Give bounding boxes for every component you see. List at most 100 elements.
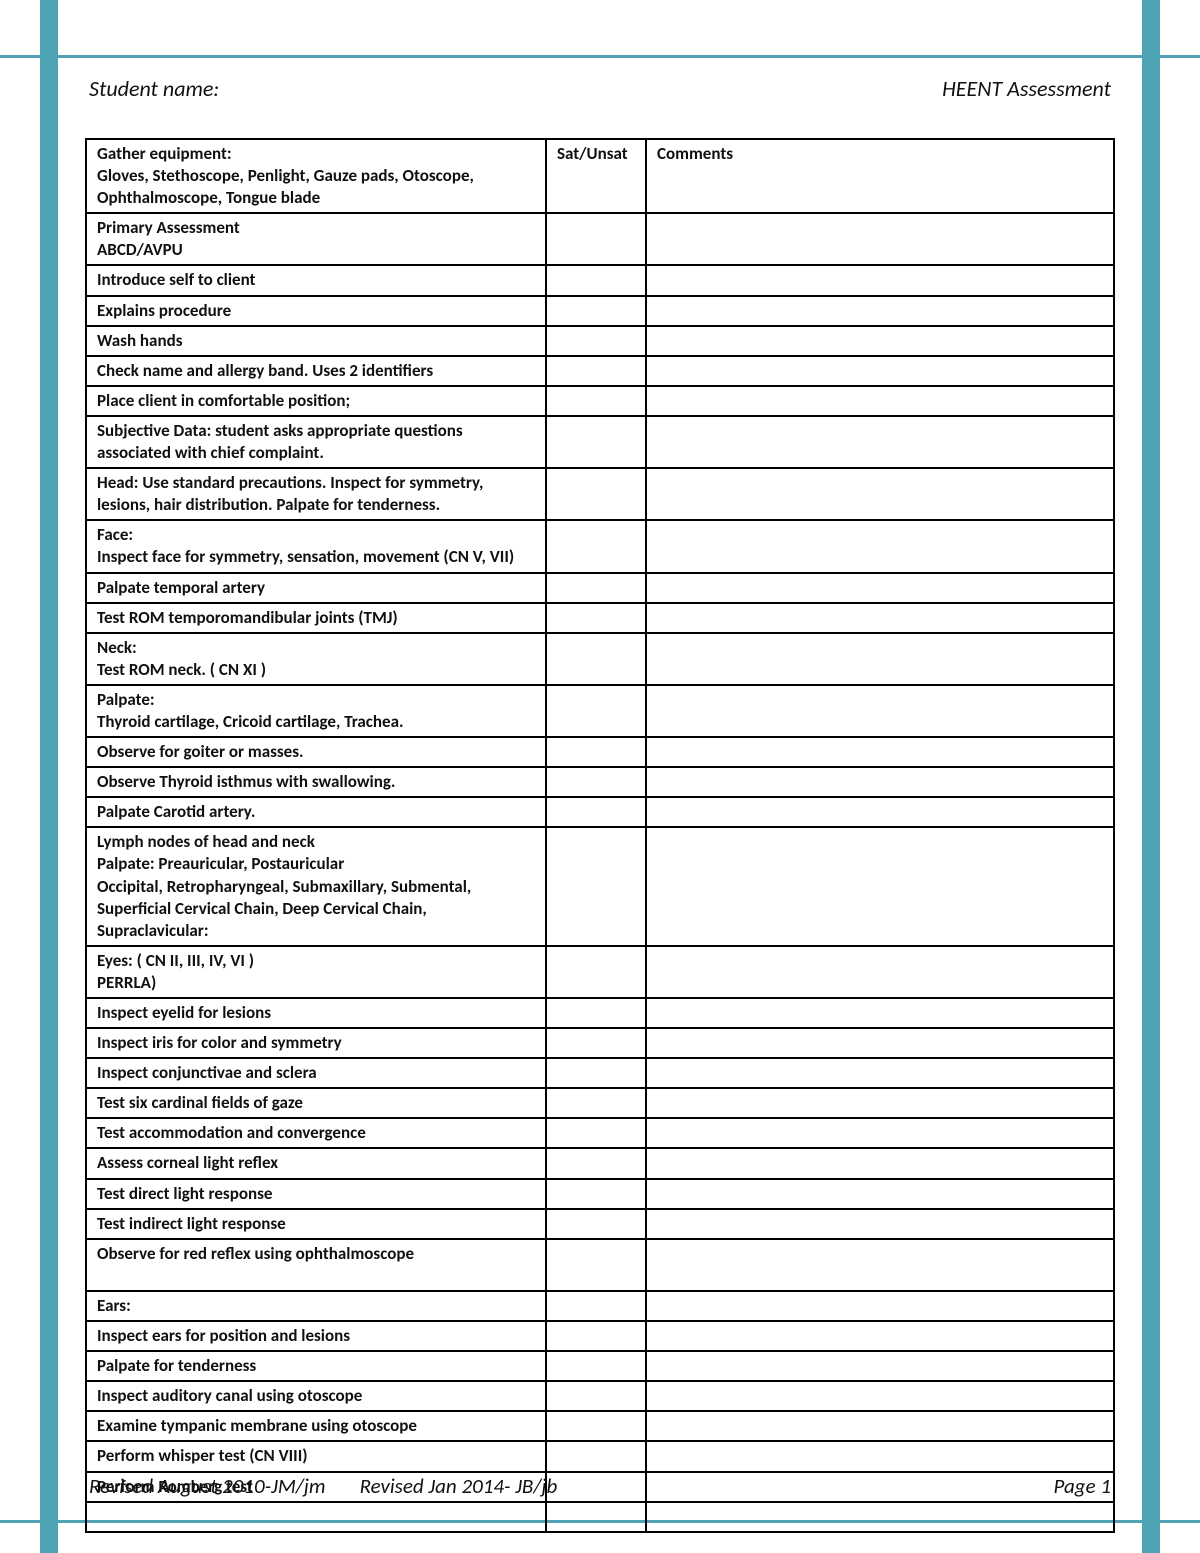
comments-cell[interactable] [646, 1502, 1114, 1532]
table-row: Check name and allergy band. Uses 2 iden… [86, 356, 1114, 386]
table-row: Test accommodation and convergence [86, 1118, 1114, 1148]
sat-unsat-cell[interactable] [546, 326, 646, 356]
item-cell: Wash hands [86, 326, 546, 356]
sat-unsat-cell[interactable] [546, 797, 646, 827]
item-cell: Test indirect light response [86, 1209, 546, 1239]
sat-unsat-cell[interactable] [546, 603, 646, 633]
comments-cell[interactable] [646, 946, 1114, 998]
comments-cell[interactable] [646, 1118, 1114, 1148]
comments-cell[interactable] [646, 767, 1114, 797]
comments-cell[interactable] [646, 416, 1114, 468]
border-bar-left [40, 0, 58, 1553]
item-cell: Inspect iris for color and symmetry [86, 1028, 546, 1058]
comments-cell[interactable] [646, 1028, 1114, 1058]
comments-cell[interactable] [646, 1058, 1114, 1088]
sat-unsat-cell[interactable] [546, 685, 646, 737]
sat-unsat-cell[interactable] [546, 1321, 646, 1351]
comments-cell[interactable] [646, 827, 1114, 945]
comments-cell[interactable] [646, 356, 1114, 386]
checklist-table: Gather equipment:Gloves, Stethoscope, Pe… [85, 138, 1115, 1533]
sat-unsat-cell[interactable] [546, 1058, 646, 1088]
comments-cell[interactable] [646, 603, 1114, 633]
sat-unsat-cell[interactable] [546, 1148, 646, 1178]
sat-unsat-cell[interactable] [546, 386, 646, 416]
comments-cell[interactable] [646, 296, 1114, 326]
table-row: Eyes: ( CN II, III, IV, VI )PERRLA) [86, 946, 1114, 998]
sat-unsat-cell[interactable] [546, 827, 646, 945]
comments-cell[interactable] [646, 1239, 1114, 1291]
sat-unsat-cell[interactable] [546, 1441, 646, 1471]
sat-unsat-cell[interactable] [546, 1088, 646, 1118]
comments-cell[interactable] [646, 1179, 1114, 1209]
item-cell: Observe Thyroid isthmus with swallowing. [86, 767, 546, 797]
comments-cell[interactable] [646, 998, 1114, 1028]
sat-unsat-cell[interactable] [546, 1118, 646, 1148]
item-cell: Neck:Test ROM neck. ( CN XI ) [86, 633, 546, 685]
item-cell: Palpate:Thyroid cartilage, Cricoid carti… [86, 685, 546, 737]
table-header-row: Gather equipment:Gloves, Stethoscope, Pe… [86, 139, 1114, 213]
sat-unsat-cell[interactable] [546, 1209, 646, 1239]
item-cell: Examine tympanic membrane using otoscope [86, 1411, 546, 1441]
sat-unsat-cell[interactable] [546, 633, 646, 685]
comments-cell[interactable] [646, 1411, 1114, 1441]
sat-unsat-cell[interactable] [546, 520, 646, 572]
page-number: Page 1 [1054, 1473, 1111, 1499]
comments-cell[interactable] [646, 573, 1114, 603]
sat-unsat-cell[interactable] [546, 213, 646, 265]
comments-cell[interactable] [646, 468, 1114, 520]
item-cell: Explains procedure [86, 296, 546, 326]
sat-unsat-cell[interactable] [546, 356, 646, 386]
comments-cell[interactable] [646, 265, 1114, 295]
col-header-sat: Sat/Unsat [546, 139, 646, 213]
table-row: Inspect conjunctivae and sclera [86, 1058, 1114, 1088]
page-footer: Revised August 2010-JM/jm Revised Jan 20… [89, 1473, 1111, 1499]
comments-cell[interactable] [646, 737, 1114, 767]
table-row: Test indirect light response [86, 1209, 1114, 1239]
item-cell: Inspect ears for position and lesions [86, 1321, 546, 1351]
sat-unsat-cell[interactable] [546, 416, 646, 468]
revised-1: Revised August 2010-JM/jm [89, 1473, 326, 1499]
sat-unsat-cell[interactable] [546, 1028, 646, 1058]
sat-unsat-cell[interactable] [546, 1381, 646, 1411]
sat-unsat-cell[interactable] [546, 265, 646, 295]
comments-cell[interactable] [646, 386, 1114, 416]
comments-cell[interactable] [646, 213, 1114, 265]
sat-unsat-cell[interactable] [546, 1351, 646, 1381]
sat-unsat-cell[interactable] [546, 1411, 646, 1441]
sat-unsat-cell[interactable] [546, 296, 646, 326]
sat-unsat-cell[interactable] [546, 946, 646, 998]
comments-cell[interactable] [646, 1209, 1114, 1239]
sat-unsat-cell[interactable] [546, 1179, 646, 1209]
sat-unsat-cell[interactable] [546, 1291, 646, 1321]
footer-spacer [557, 1473, 1053, 1499]
table-row: Examine tympanic membrane using otoscope [86, 1411, 1114, 1441]
item-cell: Test direct light response [86, 1179, 546, 1209]
comments-cell[interactable] [646, 326, 1114, 356]
comments-cell[interactable] [646, 1321, 1114, 1351]
sat-unsat-cell[interactable] [546, 468, 646, 520]
table-row: Inspect auditory canal using otoscope [86, 1381, 1114, 1411]
sat-unsat-cell[interactable] [546, 573, 646, 603]
item-cell: Test accommodation and convergence [86, 1118, 546, 1148]
item-cell: Lymph nodes of head and neckPalpate: Pre… [86, 827, 546, 945]
sat-unsat-cell[interactable] [546, 998, 646, 1028]
comments-cell[interactable] [646, 685, 1114, 737]
comments-cell[interactable] [646, 520, 1114, 572]
comments-cell[interactable] [646, 1088, 1114, 1118]
sat-unsat-cell[interactable] [546, 767, 646, 797]
comments-cell[interactable] [646, 797, 1114, 827]
comments-cell[interactable] [646, 1351, 1114, 1381]
sat-unsat-cell[interactable] [546, 1502, 646, 1532]
table-row: Explains procedure [86, 296, 1114, 326]
item-cell: Subjective Data: student asks appropriat… [86, 416, 546, 468]
sat-unsat-cell[interactable] [546, 737, 646, 767]
comments-cell[interactable] [646, 1381, 1114, 1411]
table-row: Inspect eyelid for lesions [86, 998, 1114, 1028]
comments-cell[interactable] [646, 1441, 1114, 1471]
comments-cell[interactable] [646, 1148, 1114, 1178]
comments-cell[interactable] [646, 633, 1114, 685]
table-row: Observe for goiter or masses. [86, 737, 1114, 767]
col-header-item: Gather equipment:Gloves, Stethoscope, Pe… [86, 139, 546, 213]
comments-cell[interactable] [646, 1291, 1114, 1321]
sat-unsat-cell[interactable] [546, 1239, 646, 1291]
